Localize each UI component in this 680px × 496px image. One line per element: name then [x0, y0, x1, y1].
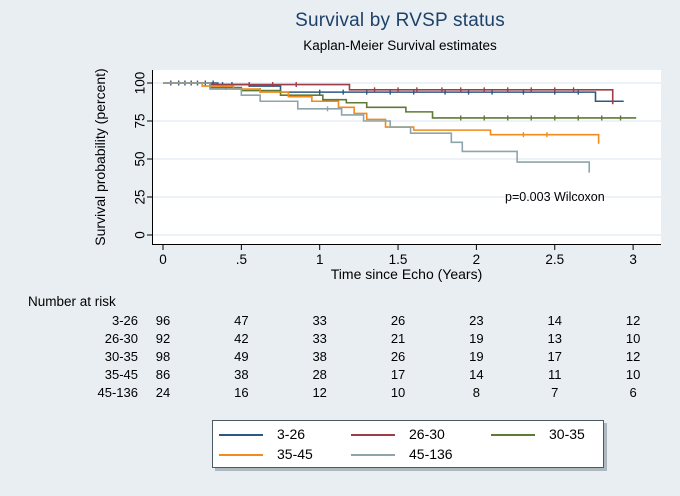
legend-line-swatch [219, 434, 263, 436]
x-tick-label-1.5: 1.5 [389, 252, 408, 267]
risk-count: 33 [312, 331, 327, 346]
p-value-annotation: p=0.003 Wilcoxon [505, 190, 605, 204]
risk-count: 12 [312, 385, 327, 400]
risk-count: 10 [625, 331, 641, 346]
risk-count: 49 [234, 349, 249, 364]
risk-count: 28 [312, 367, 327, 382]
risk-row-label-3-26: 3-26 [111, 313, 138, 328]
risk-count: 86 [155, 367, 171, 382]
risk-count: 6 [629, 385, 637, 400]
y-axis-title: Survival probability (percent) [92, 68, 108, 246]
risk-row-label-26-30: 26-30 [104, 331, 138, 346]
risk-count: 33 [312, 313, 327, 328]
risk-count: 26 [390, 349, 406, 364]
y-tick-label-100: 100 [133, 72, 148, 95]
risk-count: 23 [469, 313, 484, 328]
risk-count: 10 [390, 385, 406, 400]
risk-row-label-30-35: 30-35 [104, 349, 138, 364]
risk-count: 96 [155, 313, 171, 328]
x-tick-label-3: 3 [629, 252, 637, 267]
legend-label: 35-45 [277, 446, 313, 462]
risk-count: 17 [390, 367, 406, 382]
legend-line-swatch [351, 434, 395, 436]
risk-count: 38 [312, 349, 327, 364]
risk-count: 11 [548, 367, 562, 382]
risk-count: 14 [469, 367, 484, 382]
risk-count: 24 [155, 385, 171, 400]
risk-count: 98 [155, 349, 171, 364]
risk-count: 47 [234, 313, 249, 328]
legend-label: 26-30 [409, 426, 445, 442]
y-tick-label-0: 0 [133, 231, 148, 239]
y-tick-label-25: 25 [133, 189, 148, 204]
risk-count: 14 [547, 313, 562, 328]
survival-curve-45-136 [163, 82, 591, 173]
legend-label: 3-26 [277, 426, 306, 442]
risk-count: 26 [390, 313, 406, 328]
risk-row-label-45-136: 45-136 [97, 385, 138, 400]
x-axis-title: Time since Echo (Years) [330, 266, 483, 282]
x-tick-label-0: 0 [159, 252, 167, 267]
risk-count: 13 [547, 331, 562, 346]
plot-background [152, 70, 661, 245]
risk-table-header: Number at risk [28, 294, 116, 309]
risk-count: 10 [625, 367, 641, 382]
risk-count: 17 [547, 349, 562, 364]
risk-count: 21 [390, 331, 406, 346]
y-tick-label-75: 75 [133, 113, 148, 128]
chart-title: Survival by RVSP status [295, 10, 505, 31]
risk-count: 19 [469, 349, 484, 364]
legend-box: 3-26 26-30 30-35 35-45 45-136 [212, 420, 604, 468]
chart-subtitle: Kaplan-Meier Survival estimates [303, 38, 497, 53]
survival-curve-30-35 [163, 82, 637, 119]
risk-row-label-35-45: 35-45 [104, 367, 138, 382]
risk-count: 42 [234, 331, 249, 346]
risk-count: 12 [625, 313, 641, 328]
legend-line-swatch [219, 454, 263, 456]
x-tick-label-2.5: 2.5 [545, 252, 564, 267]
risk-count: 8 [472, 385, 480, 400]
y-tick-label-50: 50 [133, 151, 148, 166]
risk-count: 92 [155, 331, 171, 346]
legend-label: 45-136 [409, 446, 453, 462]
legend-line-swatch [491, 434, 535, 436]
legend-line-swatch [351, 454, 395, 456]
x-tick-label-1: 1 [316, 252, 324, 267]
x-tick-label-.5: .5 [236, 252, 247, 267]
risk-count: 16 [234, 385, 249, 400]
risk-count: 7 [551, 385, 559, 400]
x-tick-label-2: 2 [473, 252, 481, 267]
risk-count: 12 [625, 349, 641, 364]
legend-label: 30-35 [549, 426, 585, 442]
risk-count: 38 [234, 367, 249, 382]
risk-count: 19 [469, 331, 484, 346]
